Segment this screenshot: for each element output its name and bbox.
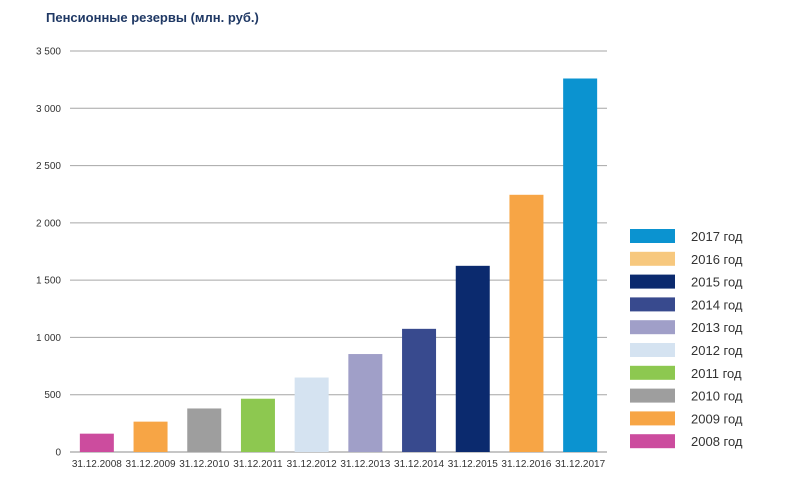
x-tick-label: 31.12.2017 [555, 459, 605, 470]
x-axis-ticks: 31.12.2008 31.12.2009 31.12.2010 31.12.2011… [72, 459, 606, 470]
legend-swatch [630, 251, 675, 266]
legend-swatch [630, 274, 675, 289]
bar-31.12.2009 [133, 421, 168, 452]
legend-item: 2015 год [630, 274, 743, 290]
x-tick-label: 31.12.2009 [126, 459, 176, 470]
y-tick-label: 1 000 [36, 333, 61, 344]
legend-item: 2013 год [630, 320, 743, 335]
y-axis-ticks: 0 500 1 000 1 500 2 000 2 500 3 000 3 500 [36, 47, 61, 459]
bar-31.12.2017 [563, 78, 598, 453]
legend-swatch [630, 320, 675, 335]
y-tick-label: 0 [55, 448, 61, 459]
legend-label: 2015 год [691, 275, 743, 290]
bars [79, 78, 598, 453]
legend-label: 2010 год [691, 389, 743, 404]
legend-item: 2010 год [630, 388, 743, 404]
legend: 2017 год 2016 год 2015 год 2014 год 2013 год… [630, 229, 743, 449]
legend-item: 2012 год [630, 343, 743, 358]
legend-label: 2016 год [691, 252, 743, 267]
legend-swatch [630, 388, 675, 403]
x-tick-label: 31.12.2014 [394, 459, 444, 470]
bar-31.12.2016 [509, 194, 544, 452]
legend-item: 2008 год [630, 434, 743, 449]
legend-swatch [630, 343, 675, 357]
legend-label: 2014 год [691, 297, 743, 312]
legend-swatch [630, 434, 675, 449]
legend-item: 2014 год [630, 297, 743, 312]
legend-label: 2009 год [691, 411, 743, 426]
y-tick-label: 3 500 [36, 47, 61, 58]
y-tick-label: 1 500 [36, 276, 61, 287]
x-tick-label: 31.12.2012 [287, 459, 337, 470]
x-tick-label: 31.12.2011 [233, 459, 283, 470]
legend-label: 2013 год [691, 320, 743, 335]
bar-31.12.2015 [455, 265, 490, 452]
bar-31.12.2008 [79, 433, 114, 452]
legend-swatch [630, 229, 675, 243]
legend-swatch [630, 365, 675, 380]
x-tick-label: 31.12.2013 [340, 459, 390, 470]
legend-item: 2016 год [630, 252, 743, 267]
bar-31.12.2011 [240, 398, 275, 452]
y-tick-label: 500 [44, 390, 61, 401]
legend-label: 2011 год [691, 366, 742, 381]
bar-31.12.2010 [187, 408, 222, 452]
x-tick-label: 31.12.2008 [72, 459, 122, 470]
y-tick-label: 2 000 [36, 218, 61, 229]
x-tick-label: 31.12.2010 [179, 459, 229, 470]
bar-31.12.2014 [402, 328, 437, 452]
y-tick-label: 2 500 [36, 161, 61, 172]
y-tick-label: 3 000 [36, 104, 61, 115]
legend-label: 2008 год [691, 434, 743, 449]
x-tick-label: 31.12.2016 [501, 459, 551, 470]
bar-31.12.2013 [348, 354, 383, 452]
legend-item: 2017 год [630, 229, 743, 244]
legend-swatch [630, 411, 675, 426]
x-tick-label: 31.12.2015 [448, 459, 498, 470]
legend-label: 2012 год [691, 343, 743, 358]
bar-31.12.2012 [294, 377, 329, 452]
legend-swatch [630, 297, 675, 312]
legend-item: 2011 год [630, 365, 742, 381]
legend-label: 2017 год [691, 229, 743, 244]
legend-item: 2009 год [630, 411, 743, 426]
chart-title: Пенсионные резервы (млн. руб.) [46, 10, 259, 25]
